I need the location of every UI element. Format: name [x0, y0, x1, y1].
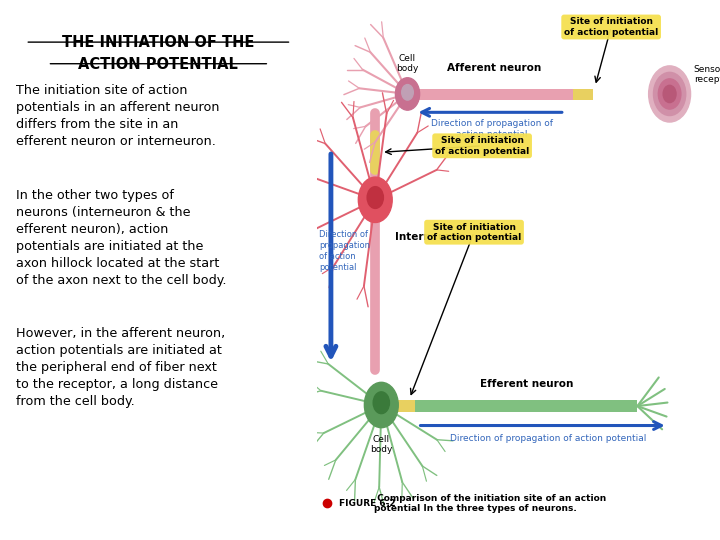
Circle shape — [402, 85, 413, 100]
Text: Interneuron: Interneuron — [395, 232, 466, 241]
Text: The initiation site of action
potentials in an afferent neuron
differs from the : The initiation site of action potentials… — [16, 84, 220, 148]
Circle shape — [663, 85, 676, 103]
Text: Direction of propagation of
action potential: Direction of propagation of action poten… — [431, 119, 553, 139]
Text: Site of initiation
of action potential: Site of initiation of action potential — [564, 17, 658, 37]
Text: Afferent neuron: Afferent neuron — [447, 63, 541, 73]
Text: Cell
body: Cell body — [396, 54, 419, 73]
Text: Site of initiation
of action potential: Site of initiation of action potential — [427, 222, 521, 242]
Text: Comparison of the initiation site of an action
potential In the three types of n: Comparison of the initiation site of an … — [374, 494, 607, 513]
Circle shape — [367, 187, 383, 208]
Circle shape — [658, 79, 681, 109]
Text: Cell
body: Cell body — [370, 435, 392, 454]
Circle shape — [654, 72, 685, 116]
Text: THE INITIATION OF THE: THE INITIATION OF THE — [62, 35, 255, 50]
Circle shape — [395, 78, 420, 110]
Bar — [395, 400, 637, 412]
Text: In the other two types of
neurons (interneuron & the
efferent neuron), action
po: In the other two types of neurons (inter… — [16, 189, 226, 287]
Bar — [397, 89, 591, 100]
Text: Site of initiation
of action potential: Site of initiation of action potential — [435, 136, 529, 156]
Text: Efferent neuron: Efferent neuron — [480, 379, 573, 389]
Circle shape — [649, 66, 690, 122]
Circle shape — [359, 177, 392, 222]
Text: Sensory
recepto: Sensory recepto — [694, 65, 720, 84]
Text: Direction of
propagation
of action
potential: Direction of propagation of action poten… — [319, 230, 370, 272]
Text: FIGURE 6-2: FIGURE 6-2 — [339, 499, 395, 508]
Bar — [573, 89, 593, 100]
Text: Direction of propagation of action potential: Direction of propagation of action poten… — [451, 434, 647, 443]
Circle shape — [364, 382, 398, 428]
Circle shape — [373, 392, 390, 414]
Text: However, in the afferent neuron,
action potentials are initiated at
the peripher: However, in the afferent neuron, action … — [16, 327, 225, 408]
Bar — [395, 400, 415, 412]
Text: ACTION POTENTIAL: ACTION POTENTIAL — [78, 57, 238, 72]
